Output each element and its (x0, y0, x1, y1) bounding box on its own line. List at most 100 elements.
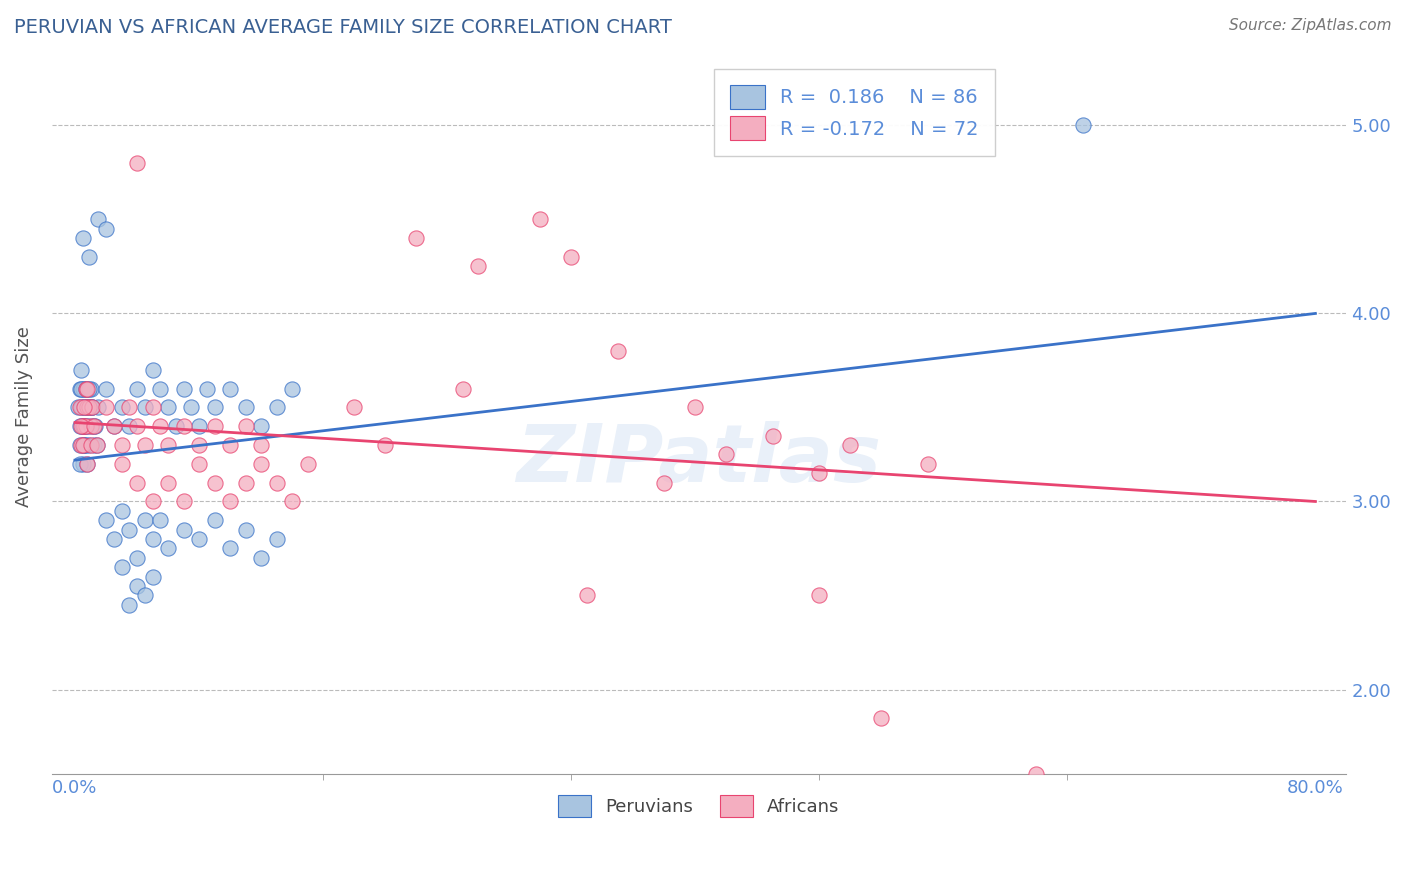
Point (250, 419, 273, 434)
Point (69, 382, 91, 396)
Point (75, 382, 97, 396)
Point (204, 475, 226, 490)
Point (405, 231, 427, 245)
Point (69, 419, 91, 434)
Point (870, 711, 893, 725)
Point (141, 401, 163, 415)
Y-axis label: Average Family Size: Average Family Size (15, 326, 32, 508)
Point (134, 401, 156, 415)
Point (281, 382, 304, 396)
Point (188, 438, 211, 452)
Point (219, 438, 242, 452)
Legend: Peruvians, Africans: Peruvians, Africans (550, 786, 849, 826)
Point (173, 494, 195, 508)
Point (141, 570, 163, 584)
Point (1025, 767, 1047, 781)
Point (84, 419, 107, 434)
Point (125, 579, 148, 593)
Point (77, 401, 100, 415)
Point (219, 541, 242, 556)
Text: Source: ZipAtlas.com: Source: ZipAtlas.com (1229, 18, 1392, 33)
Point (188, 532, 211, 546)
Point (374, 438, 396, 452)
Point (72, 419, 94, 434)
Point (73, 419, 96, 434)
Point (69, 401, 91, 415)
Point (73, 419, 96, 434)
Point (652, 475, 675, 490)
Point (173, 382, 195, 396)
Point (75, 382, 97, 396)
Point (1071, 119, 1094, 133)
Point (762, 428, 785, 442)
Point (110, 438, 132, 452)
Point (839, 438, 862, 452)
Point (188, 457, 211, 471)
Point (77, 382, 100, 396)
Point (76, 382, 98, 396)
Point (79, 419, 101, 434)
Point (195, 382, 218, 396)
Point (110, 457, 132, 471)
Point (917, 457, 939, 471)
Point (76, 401, 98, 415)
Point (70, 382, 93, 396)
Point (86, 438, 108, 452)
Point (125, 550, 148, 565)
Point (134, 513, 156, 527)
Point (70, 419, 93, 434)
Point (79, 419, 101, 434)
Point (73, 438, 96, 452)
Point (80, 401, 103, 415)
Point (219, 494, 242, 508)
Point (76, 419, 98, 434)
Point (575, 589, 598, 603)
Point (67, 401, 90, 415)
Point (72, 231, 94, 245)
Point (343, 401, 366, 415)
Point (297, 457, 319, 471)
Point (165, 419, 187, 434)
Point (77, 401, 100, 415)
Point (235, 401, 257, 415)
Point (70, 438, 93, 452)
Point (73, 401, 96, 415)
Point (73, 382, 96, 396)
Point (75, 419, 97, 434)
Point (204, 513, 226, 527)
Point (180, 401, 202, 415)
Point (157, 401, 180, 415)
Point (94, 401, 117, 415)
Point (83, 438, 105, 452)
Point (219, 382, 242, 396)
Point (235, 523, 257, 537)
Point (606, 344, 628, 359)
Point (125, 382, 148, 396)
Point (250, 438, 273, 452)
Point (173, 419, 195, 434)
Point (560, 250, 582, 264)
Point (70, 363, 93, 377)
Point (87, 401, 110, 415)
Point (72, 401, 94, 415)
Point (250, 550, 273, 565)
Point (266, 532, 288, 546)
Point (125, 419, 148, 434)
Point (72, 438, 94, 452)
Point (125, 475, 148, 490)
Point (157, 541, 180, 556)
Point (72, 419, 94, 434)
Point (70, 419, 93, 434)
Point (266, 401, 288, 415)
Point (204, 401, 226, 415)
Point (79, 401, 101, 415)
Point (281, 494, 304, 508)
Point (235, 419, 257, 434)
Point (72, 457, 94, 471)
Point (87, 212, 110, 227)
Point (118, 401, 141, 415)
Point (73, 401, 96, 415)
Point (141, 494, 163, 508)
Point (75, 438, 97, 452)
Point (134, 589, 156, 603)
